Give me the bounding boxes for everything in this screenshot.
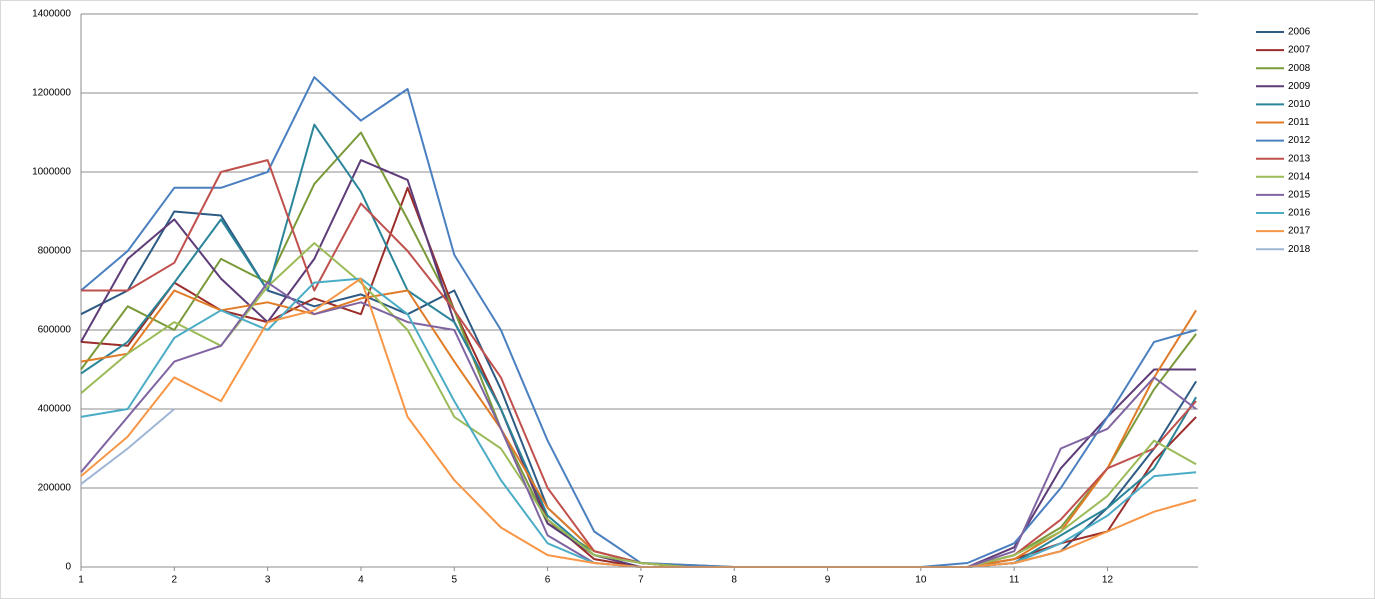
y-tick-label: 800000 <box>38 246 72 257</box>
x-tick-label: 8 <box>731 575 737 586</box>
x-tick-label: 1 <box>78 575 84 586</box>
y-tick-label: 400000 <box>38 404 72 415</box>
x-tick-label: 5 <box>451 575 457 586</box>
x-tick-label: 4 <box>358 575 364 586</box>
legend-label: 2016 <box>1288 208 1311 219</box>
legend-label: 2010 <box>1288 99 1311 110</box>
legend-label: 2017 <box>1288 226 1311 237</box>
x-tick-label: 6 <box>545 575 551 586</box>
legend-label: 2015 <box>1288 190 1311 201</box>
legend-label: 2013 <box>1288 153 1311 164</box>
y-tick-label: 600000 <box>38 325 72 336</box>
series-line <box>80 408 175 485</box>
x-tick-label: 9 <box>825 575 831 586</box>
x-tick-label: 3 <box>265 575 271 586</box>
x-tick-label: 2 <box>172 575 178 586</box>
legend-label: 2007 <box>1288 45 1311 56</box>
x-tick-label: 7 <box>638 575 644 586</box>
legend-label: 2018 <box>1288 244 1311 255</box>
x-tick-label: 10 <box>915 575 927 586</box>
x-tick-label: 12 <box>1102 575 1114 586</box>
y-tick-label: 200000 <box>38 483 72 494</box>
y-tick-label: 0 <box>65 562 71 573</box>
x-tick-label: 11 <box>1009 575 1020 586</box>
series-line <box>80 242 1197 568</box>
y-tick-label: 1400000 <box>32 9 71 20</box>
legend-label: 2008 <box>1288 63 1311 74</box>
legend-label: 2006 <box>1288 27 1311 38</box>
y-tick-label: 1000000 <box>32 167 71 178</box>
legend-label: 2011 <box>1288 117 1310 128</box>
legend-label: 2014 <box>1288 171 1311 182</box>
y-tick-label: 1200000 <box>32 88 71 99</box>
legend-label: 2009 <box>1288 81 1311 92</box>
legend-label: 2012 <box>1288 135 1311 146</box>
